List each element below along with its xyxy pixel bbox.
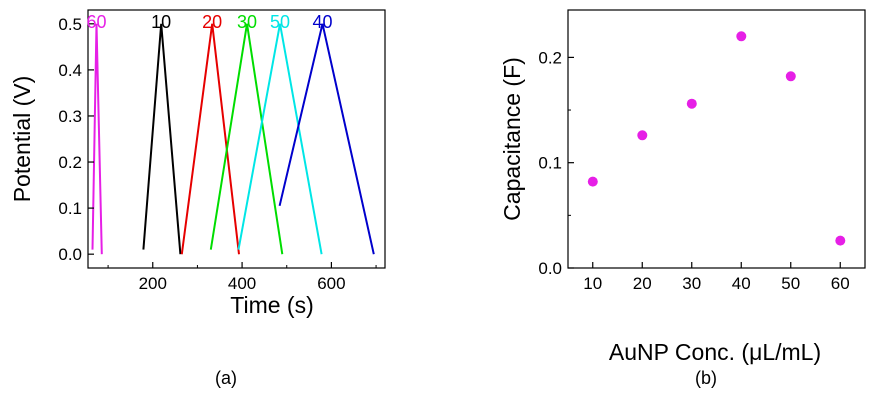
curve-50 bbox=[237, 23, 323, 255]
y-tick-label: 0.1 bbox=[58, 199, 82, 218]
panel-a-series-labels: 60 10 20 30 50 40 bbox=[86, 12, 332, 32]
data-point bbox=[835, 235, 846, 246]
panel-a-plot-frame bbox=[87, 9, 386, 269]
x-tick-label: 50 bbox=[781, 274, 800, 293]
x-tick-label: 10 bbox=[583, 274, 602, 293]
panel-b-capacitance-vs-concentration: 10 20 30 40 50 60 0.0 0.1 0.2 AuNP Conc. (μL/mL… bbox=[499, 9, 866, 388]
y-tick-label: 0.4 bbox=[58, 61, 82, 80]
x-tick-label: 200 bbox=[139, 274, 167, 293]
series-label-10: 10 bbox=[151, 12, 171, 32]
x-tick-label: 400 bbox=[228, 274, 256, 293]
data-point bbox=[736, 31, 747, 42]
series-label-60: 60 bbox=[86, 12, 106, 32]
data-point bbox=[587, 176, 598, 187]
data-point bbox=[637, 130, 648, 141]
x-tick-label: 40 bbox=[732, 274, 751, 293]
data-point bbox=[686, 98, 697, 109]
curve-60 bbox=[91, 23, 103, 255]
x-tick-label: 600 bbox=[317, 274, 345, 293]
y-tick-label: 0.2 bbox=[538, 48, 562, 67]
y-tick-label: 0.1 bbox=[538, 154, 562, 173]
curve-30 bbox=[209, 23, 284, 255]
panel-b-plot-frame bbox=[567, 9, 866, 269]
panel-b-y-ticks: 0.0 0.1 0.2 bbox=[538, 48, 574, 278]
curve-20 bbox=[180, 23, 240, 255]
panel-a-y-ticks: 0.0 0.1 0.2 0.3 0.4 0.5 bbox=[58, 15, 94, 264]
panel-b-points bbox=[587, 31, 846, 246]
x-tick-label: 60 bbox=[831, 274, 850, 293]
y-tick-label: 0.0 bbox=[58, 245, 82, 264]
panel-b-x-ticks: 10 20 30 40 50 60 bbox=[583, 262, 850, 293]
y-tick-label: 0.0 bbox=[538, 259, 562, 278]
panel-a-label: (a) bbox=[215, 368, 237, 388]
y-tick-label: 0.3 bbox=[58, 107, 82, 126]
x-tick-label: 20 bbox=[633, 274, 652, 293]
data-point bbox=[785, 71, 796, 82]
y-tick-label: 0.5 bbox=[58, 15, 82, 34]
series-label-30: 30 bbox=[237, 12, 257, 32]
curve-40 bbox=[278, 23, 375, 255]
y-tick-label: 0.2 bbox=[58, 153, 82, 172]
x-tick-label: 30 bbox=[682, 274, 701, 293]
panel-a-curves bbox=[91, 23, 375, 255]
panel-a-x-axis-title: Time (s) bbox=[230, 292, 313, 318]
series-label-20: 20 bbox=[202, 12, 222, 32]
panel-a-x-ticks: 200 400 600 bbox=[107, 262, 377, 293]
curve-10 bbox=[142, 23, 182, 255]
panel-a-y-axis-title: Potential (V) bbox=[9, 76, 35, 203]
series-label-40: 40 bbox=[312, 12, 332, 32]
series-label-50: 50 bbox=[270, 12, 290, 32]
panel-b-label: (b) bbox=[695, 368, 717, 388]
panel-a-potential-vs-time: 200 400 600 0.0 0.1 0.2 0.3 0.4 0.5 60 10 20 30 50 4… bbox=[9, 9, 386, 388]
panel-b-x-axis-title: AuNP Conc. (μL/mL) bbox=[609, 339, 821, 365]
panel-b-y-axis-title: Capacitance (F) bbox=[499, 57, 525, 221]
